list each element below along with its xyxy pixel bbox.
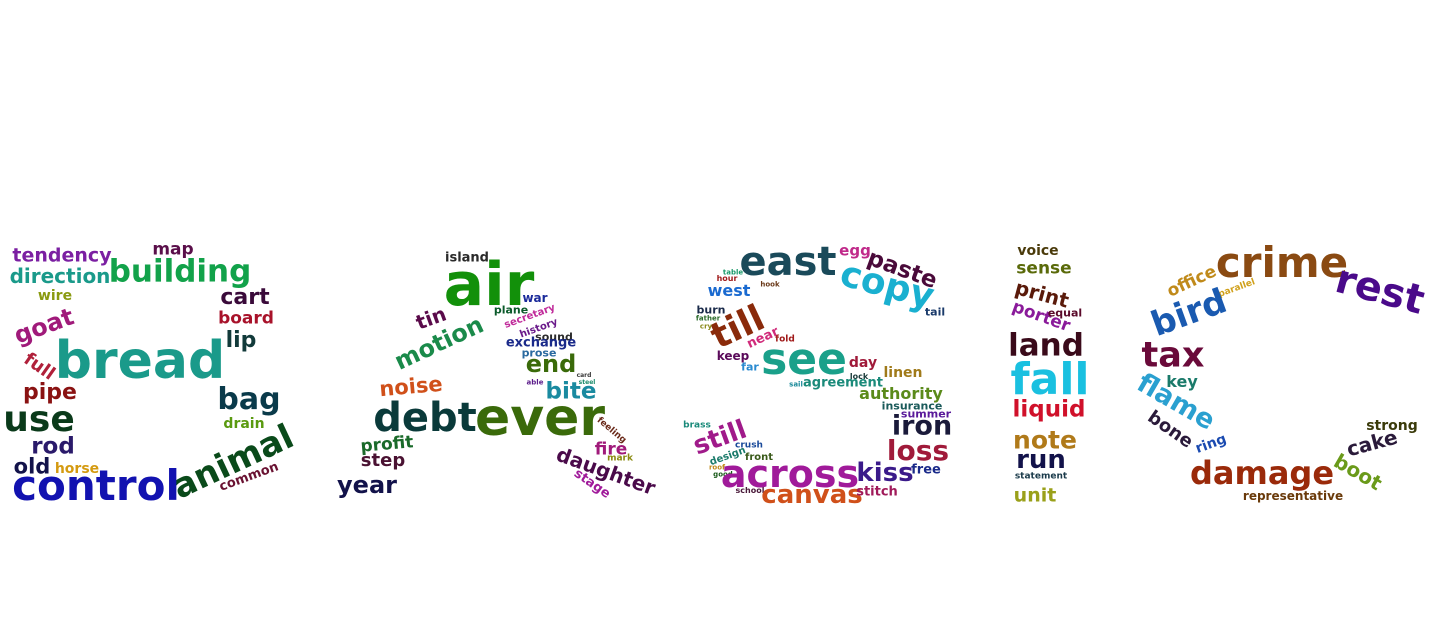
cloud-word-rest: rest bbox=[1330, 256, 1430, 324]
cloud-word-see: see bbox=[761, 334, 847, 385]
cloud-word-fall: fall bbox=[1010, 354, 1090, 405]
cloud-word-father: father bbox=[695, 314, 721, 323]
cloud-word-bird: bird bbox=[1145, 281, 1233, 345]
cloud-word-prose: prose bbox=[521, 346, 557, 360]
cloud-word-cart: cart bbox=[220, 285, 270, 310]
cloud-word-canvas: canvas bbox=[761, 480, 863, 510]
cloud-word-front: front bbox=[744, 452, 774, 463]
cloud-word-rod: rod bbox=[31, 433, 75, 460]
cloud-word-wire: wire bbox=[37, 288, 73, 304]
cloud-word-statement: statement bbox=[1014, 471, 1068, 482]
cloud-word-ever: ever bbox=[474, 388, 606, 448]
cloud-word-land: land bbox=[1008, 327, 1084, 364]
cloud-word-war: war bbox=[522, 291, 548, 305]
cloud-word-drain: drain bbox=[223, 416, 265, 432]
cloud-word-sound: sound bbox=[535, 330, 573, 344]
cloud-word-liquid: liquid bbox=[1012, 396, 1086, 423]
cloud-word-building: building bbox=[108, 253, 252, 290]
cloud-word-iron: iron bbox=[891, 410, 953, 442]
cloud-word-hour: hour bbox=[716, 274, 738, 283]
cloud-word-air: air bbox=[443, 250, 535, 320]
cloud-word-sail: sail bbox=[789, 380, 803, 389]
cloud-word-end: end bbox=[525, 350, 577, 378]
cloud-word-strong: strong bbox=[1366, 418, 1418, 434]
cloud-word-horse: horse bbox=[54, 461, 100, 477]
cloud-word-lip: lip bbox=[225, 328, 257, 353]
cloud-word-board: board bbox=[218, 308, 274, 329]
cloud-word-ring: ring bbox=[1193, 431, 1229, 457]
cloud-word-day: day bbox=[848, 355, 878, 371]
cloud-word-agreement: agreement bbox=[803, 375, 883, 391]
cloud-word-bag: bag bbox=[217, 382, 281, 417]
cloud-word-tendency: tendency bbox=[12, 244, 112, 267]
cloud-word-tax: tax bbox=[1141, 335, 1205, 376]
cloud-word-direction: direction bbox=[9, 264, 111, 288]
cloud-word-cry: cry bbox=[699, 322, 713, 331]
cloud-word-crush: crush bbox=[735, 440, 763, 451]
cloud-word-able: able bbox=[526, 378, 544, 387]
cloud-word-burn: burn bbox=[696, 303, 726, 317]
cloud-word-insurance: insurance bbox=[881, 399, 943, 413]
cloud-word-debt: debt bbox=[373, 395, 477, 441]
cloud-word-hook: hook bbox=[760, 280, 780, 289]
cloud-word-pipe: pipe bbox=[23, 380, 77, 405]
cloud-word-plane: plane bbox=[493, 303, 529, 317]
cloud-word-crime: crime bbox=[1215, 238, 1349, 287]
cloud-word-mark: mark bbox=[607, 453, 633, 464]
cloud-word-key: key bbox=[1166, 372, 1198, 391]
cloud-word-sense: sense bbox=[1016, 258, 1072, 279]
cloud-word-summer: summer bbox=[900, 407, 952, 421]
cloud-word-across: across bbox=[720, 452, 860, 496]
cloud-word-lock: lock bbox=[849, 372, 869, 381]
cloud-word-equal: equal bbox=[1047, 306, 1083, 320]
cloud-word-step: step bbox=[360, 450, 406, 471]
cloud-word-loss: loss bbox=[886, 434, 950, 467]
cloud-word-keep: keep bbox=[716, 349, 750, 363]
cloud-word-exchange: exchange bbox=[505, 335, 577, 351]
cloud-word-fire: fire bbox=[594, 439, 628, 460]
cloud-word-good: good bbox=[713, 470, 733, 479]
cloud-word-brass: brass bbox=[683, 420, 711, 431]
cloud-word-free: free bbox=[911, 462, 941, 478]
cloud-word-bread: bread bbox=[54, 331, 226, 391]
cloud-word-use: use bbox=[3, 399, 75, 440]
cloud-word-far: far bbox=[741, 360, 759, 374]
cloud-word-tail: tail bbox=[924, 305, 946, 319]
cloud-word-year: year bbox=[337, 471, 397, 499]
cloud-word-run: run bbox=[1016, 445, 1066, 475]
cloud-word-control: control bbox=[12, 461, 180, 510]
cloud-word-damage: damage bbox=[1189, 454, 1335, 492]
cloud-word-stitch: stitch bbox=[856, 484, 898, 500]
cloud-word-west: west bbox=[707, 281, 751, 300]
cloud-word-steel: steel bbox=[578, 379, 596, 386]
cloud-word-fold: fold bbox=[775, 334, 795, 345]
cloud-word-card: card bbox=[576, 372, 592, 379]
cloud-word-full: full bbox=[19, 348, 59, 385]
cloud-word-animal: animal bbox=[166, 416, 300, 508]
cloud-word-table: table bbox=[722, 268, 744, 277]
cloud-word-linen: linen bbox=[883, 365, 923, 381]
cloud-word-egg: egg bbox=[839, 241, 871, 260]
cloud-word-old: old bbox=[13, 454, 51, 479]
cloud-word-bite: bite bbox=[545, 378, 597, 405]
cloud-word-school: school bbox=[735, 486, 765, 495]
cloud-word-note: note bbox=[1013, 425, 1077, 455]
cloud-word-roof: roof bbox=[708, 463, 726, 472]
cloud-word-east: east bbox=[739, 239, 837, 285]
cloud-word-representative: representative bbox=[1242, 489, 1344, 503]
cloud-word-authority: authority bbox=[859, 384, 943, 403]
cloud-word-map: map bbox=[152, 239, 194, 260]
cloud-word-island: island bbox=[445, 250, 489, 266]
cloud-word-unit: unit bbox=[1013, 484, 1057, 507]
cloud-word-kiss: kiss bbox=[856, 458, 914, 488]
cloud-word-voice: voice bbox=[1017, 243, 1059, 259]
